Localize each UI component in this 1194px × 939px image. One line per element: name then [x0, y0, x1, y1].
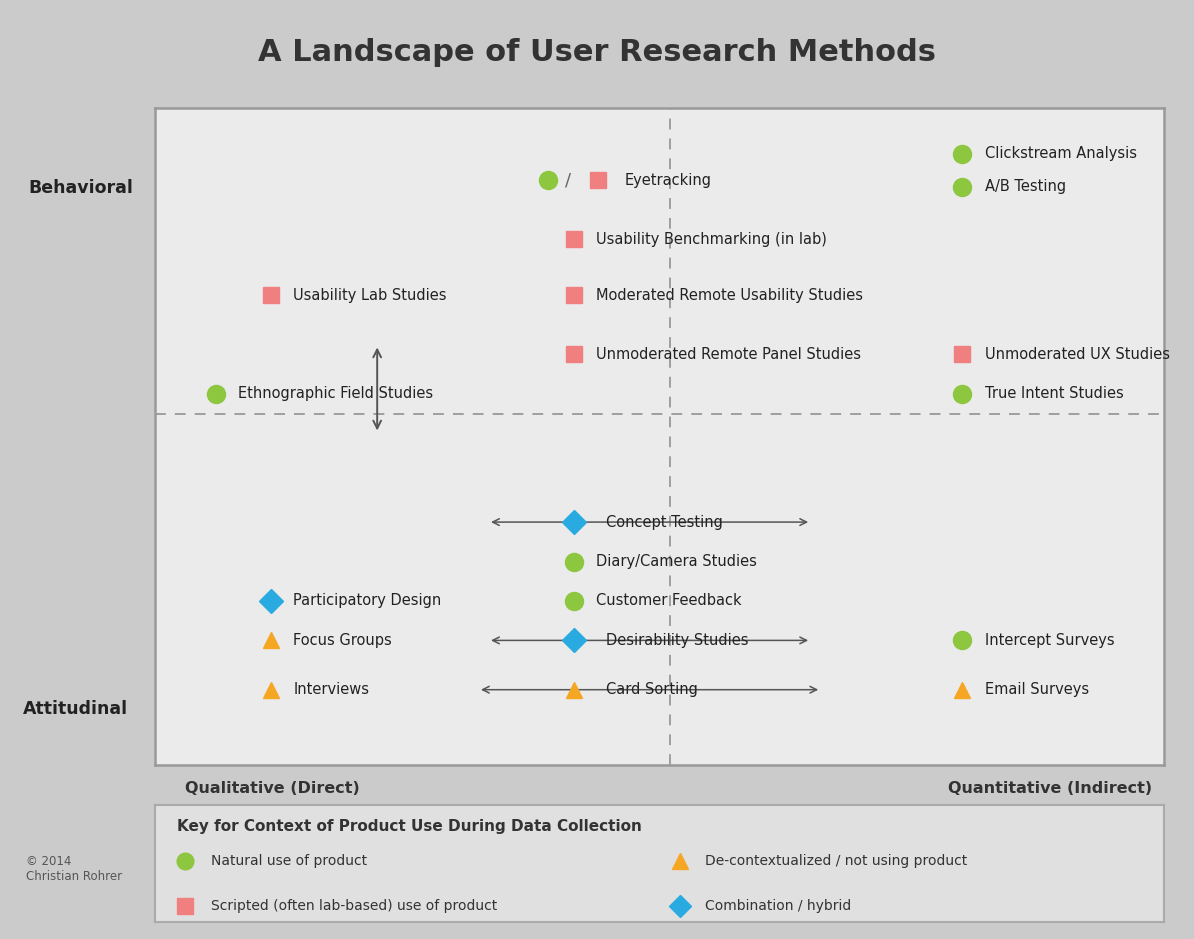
Text: De-contextualized / not using product: De-contextualized / not using product	[706, 854, 967, 868]
Text: Qualitative (Direct): Qualitative (Direct)	[185, 781, 359, 796]
Text: True Intent Studies: True Intent Studies	[985, 387, 1124, 401]
Text: Unmoderated Remote Panel Studies: Unmoderated Remote Panel Studies	[596, 347, 861, 362]
Text: Usability Benchmarking (in lab): Usability Benchmarking (in lab)	[596, 232, 827, 247]
Text: Concept Testing: Concept Testing	[607, 515, 724, 530]
Text: Attitudinal: Attitudinal	[23, 700, 128, 718]
Text: Quantitative (Indirect): Quantitative (Indirect)	[948, 781, 1152, 796]
Text: Diary/Camera Studies: Diary/Camera Studies	[596, 554, 757, 569]
Text: /: /	[565, 171, 571, 190]
Text: © 2014
Christian Rohrer: © 2014 Christian Rohrer	[26, 854, 123, 883]
Text: Ethnographic Field Studies: Ethnographic Field Studies	[238, 387, 433, 401]
Text: Scripted (often lab-based) use of product: Scripted (often lab-based) use of produc…	[210, 899, 497, 913]
Text: A Landscape of User Research Methods: A Landscape of User Research Methods	[258, 38, 936, 67]
Text: Key for Context of Product Use During Data Collection: Key for Context of Product Use During Da…	[178, 819, 642, 834]
Text: Unmoderated UX Studies: Unmoderated UX Studies	[985, 347, 1170, 362]
Text: Eyetracking: Eyetracking	[624, 173, 712, 188]
Text: Combination / hybrid: Combination / hybrid	[706, 899, 851, 913]
Text: Desirability Studies: Desirability Studies	[607, 633, 749, 648]
Text: A/B Testing: A/B Testing	[985, 179, 1066, 194]
Text: Email Surveys: Email Surveys	[985, 683, 1089, 697]
Text: Clickstream Analysis: Clickstream Analysis	[985, 146, 1137, 162]
Text: Behavioral: Behavioral	[29, 178, 134, 197]
Text: Focus Groups: Focus Groups	[294, 633, 392, 648]
Text: Natural use of product: Natural use of product	[210, 854, 367, 868]
Text: Intercept Surveys: Intercept Surveys	[985, 633, 1114, 648]
Text: Interviews: Interviews	[294, 683, 369, 697]
Text: Usability Lab Studies: Usability Lab Studies	[294, 288, 447, 302]
Text: Participatory Design: Participatory Design	[294, 593, 442, 608]
Text: Card Sorting: Card Sorting	[607, 683, 698, 697]
Text: Moderated Remote Usability Studies: Moderated Remote Usability Studies	[596, 288, 863, 302]
Text: Customer Feedback: Customer Feedback	[596, 593, 741, 608]
